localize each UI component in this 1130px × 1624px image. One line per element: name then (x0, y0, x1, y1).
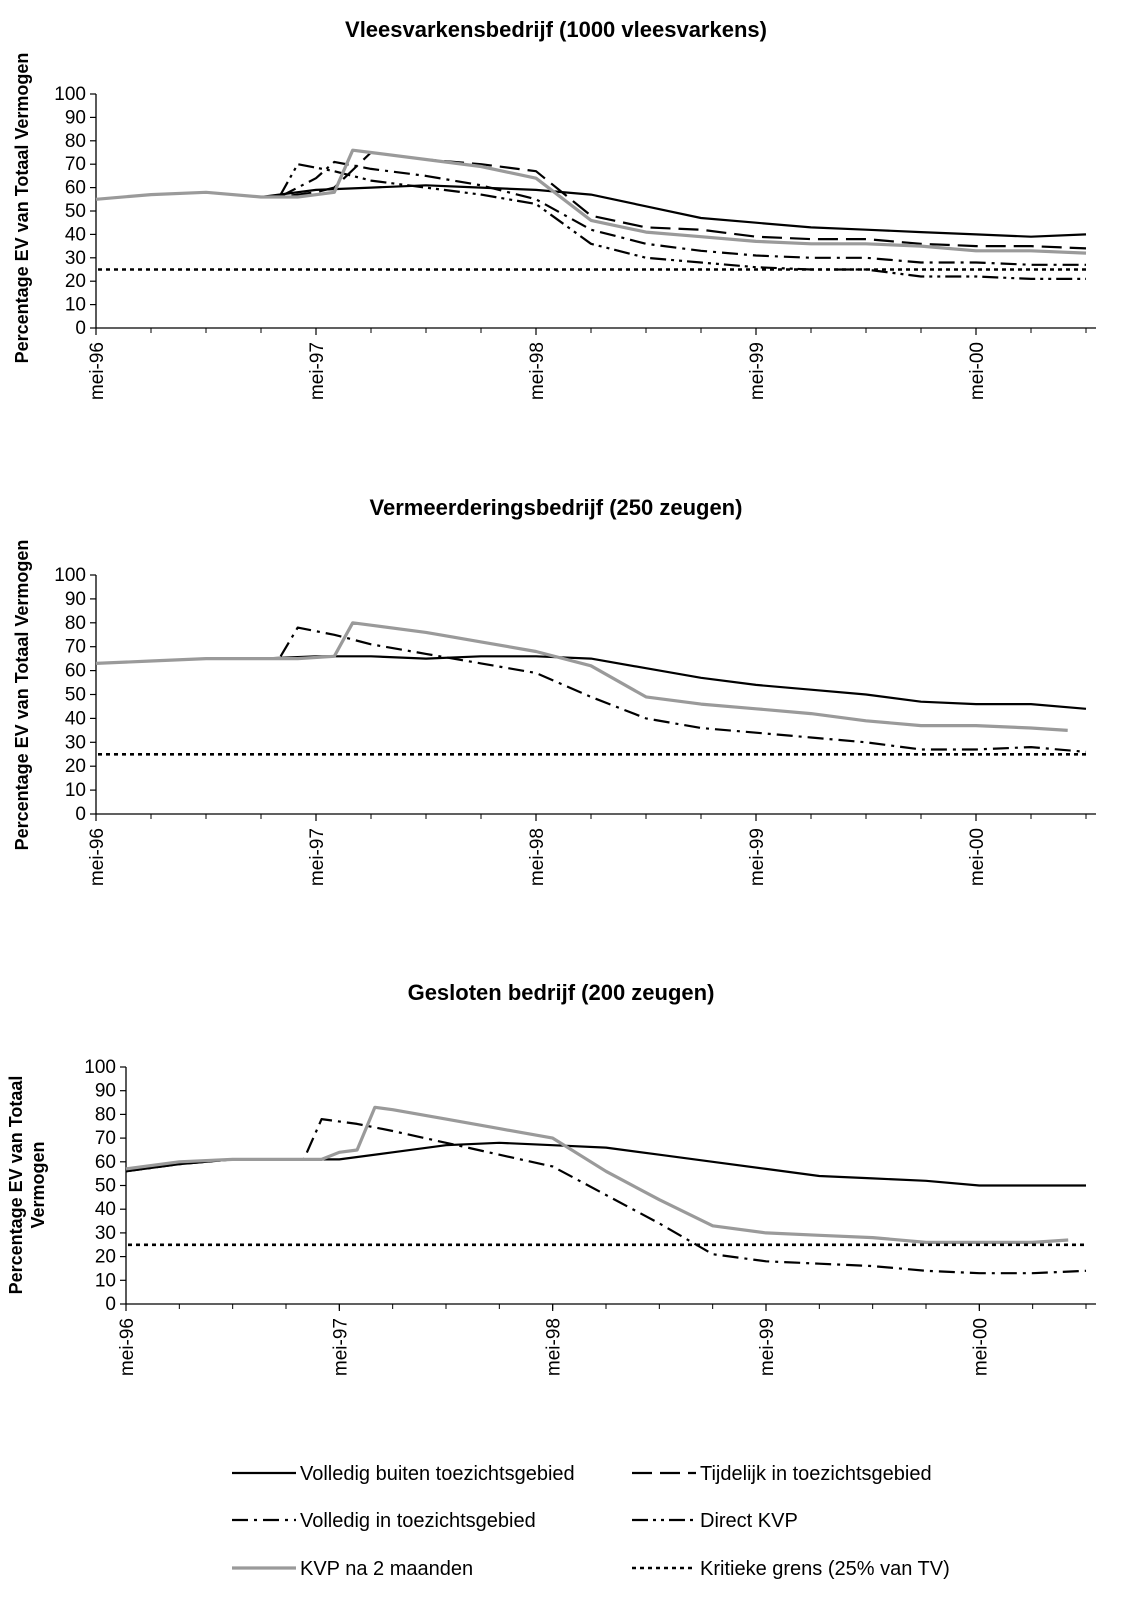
legend: Volledig buiten toezichtsgebied Tijdelijk… (232, 1463, 950, 1580)
x-tick-label: mei-00 (970, 1318, 991, 1376)
y-tick-label: 90 (95, 1081, 116, 1102)
y-axis-label: Percentage EV van Totaal (6, 1076, 26, 1295)
y-tick-label: 60 (95, 1152, 116, 1173)
legend-label: Tijdelijk in toezichtsgebied (700, 1463, 932, 1485)
legend-label: Volledig buiten toezichtsgebied (300, 1463, 575, 1485)
y-tick-label: 30 (65, 248, 86, 269)
y-tick-label: 80 (95, 1104, 116, 1125)
y-tick-label: 80 (65, 613, 86, 634)
chart-title: Gesloten bedrijf (200 zeugen) (408, 980, 715, 1005)
x-tick-label: mei-98 (527, 342, 548, 400)
series-line (95, 151, 1087, 250)
y-axis-label: Vermogen (28, 1141, 48, 1228)
y-tick-label: 90 (65, 589, 86, 610)
chart-title: Vleesvarkensbedrijf (1000 vleesvarkens) (345, 17, 767, 42)
y-axis-label: Percentage EV van Totaal Vermogen (12, 53, 32, 364)
y-tick-label: 60 (65, 178, 86, 199)
series-line (95, 184, 1087, 238)
legend-label: Volledig in toezichtsgebied (300, 1510, 536, 1532)
x-tick-label: mei-00 (967, 342, 988, 400)
y-tick-label: 40 (65, 224, 86, 245)
y-tick-label: 20 (65, 271, 86, 292)
y-tick-label: 20 (65, 756, 86, 777)
x-tick-label: mei-98 (527, 828, 548, 886)
y-tick-label: 70 (65, 154, 86, 175)
legend-label: Direct KVP (700, 1510, 798, 1532)
y-tick-label: 40 (95, 1199, 116, 1220)
series-line (95, 148, 1087, 255)
series-line (95, 626, 1087, 753)
y-tick-label: 50 (95, 1176, 116, 1197)
x-tick-label: mei-00 (967, 828, 988, 886)
y-tick-label: 100 (54, 565, 86, 586)
y-tick-label: 40 (65, 708, 86, 729)
x-tick-label: mei-99 (757, 1318, 778, 1376)
y-tick-label: 10 (65, 295, 86, 316)
x-tick-label: mei-96 (117, 1318, 138, 1376)
chart-title: Vermeerderingsbedrijf (250 zeugen) (370, 495, 743, 520)
y-tick-label: 30 (95, 1223, 116, 1244)
y-tick-label: 90 (65, 107, 86, 128)
y-tick-label: 10 (65, 780, 86, 801)
y-tick-label: 10 (95, 1270, 116, 1291)
legend-label: Kritieke grens (25% van TV) (700, 1558, 950, 1580)
y-axis-label: Percentage EV van Totaal Vermogen (12, 540, 32, 851)
x-tick-label: mei-98 (544, 1318, 565, 1376)
y-tick-label: 30 (65, 732, 86, 753)
x-tick-label: mei-97 (307, 342, 328, 400)
y-tick-label: 20 (95, 1247, 116, 1268)
x-tick-label: mei-99 (747, 342, 768, 400)
series-line (125, 1118, 1087, 1275)
x-tick-label: mei-96 (87, 342, 108, 400)
y-tick-label: 0 (105, 1294, 116, 1315)
chart-3: Gesloten bedrijf (200 zeugen) Percentage … (6, 980, 1096, 1376)
y-tick-label: 100 (54, 84, 86, 105)
series-line (95, 621, 1068, 732)
y-tick-label: 80 (65, 131, 86, 152)
series-line (125, 1141, 1086, 1187)
y-tick-label: 50 (65, 685, 86, 706)
x-tick-label: mei-96 (87, 828, 108, 886)
y-tick-label: 60 (65, 661, 86, 682)
y-tick-label: 50 (65, 201, 86, 222)
y-tick-label: 70 (95, 1128, 116, 1149)
chart-1: Vleesvarkensbedrijf (1000 vleesvarkens) P… (12, 17, 1096, 400)
y-tick-label: 70 (65, 637, 86, 658)
x-tick-label: mei-97 (307, 828, 328, 886)
legend-label: KVP na 2 maanden (300, 1558, 473, 1580)
x-tick-label: mei-99 (747, 828, 768, 886)
y-tick-label: 0 (75, 318, 86, 339)
y-tick-label: 0 (75, 804, 86, 825)
x-tick-label: mei-97 (330, 1318, 351, 1376)
series-line (125, 1105, 1069, 1244)
series-line (95, 160, 1086, 266)
chart-2: Vermeerderingsbedrijf (250 zeugen) Percen… (12, 495, 1096, 886)
y-tick-label: 100 (84, 1057, 116, 1078)
